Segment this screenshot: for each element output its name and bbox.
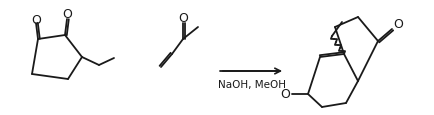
Text: O: O xyxy=(31,13,41,26)
Text: O: O xyxy=(393,17,403,30)
Text: NaOH, MeOH: NaOH, MeOH xyxy=(218,79,286,89)
Text: O: O xyxy=(62,8,72,21)
Text: O: O xyxy=(178,12,188,25)
Text: O: O xyxy=(280,88,290,101)
